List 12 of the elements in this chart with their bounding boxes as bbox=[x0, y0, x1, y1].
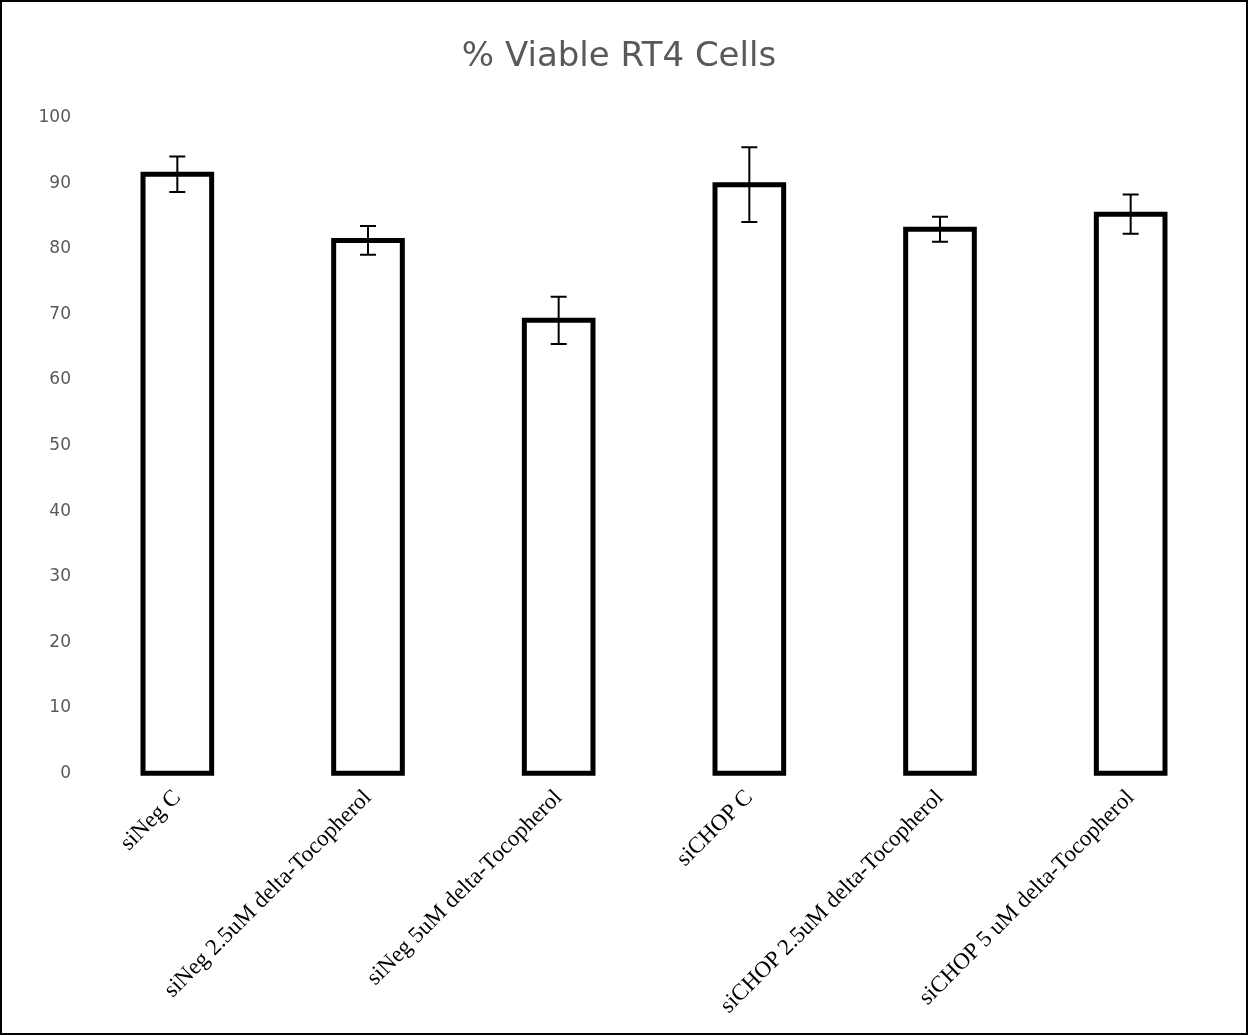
y-tick-label: 0 bbox=[60, 761, 71, 782]
chart-title: % Viable RT4 Cells bbox=[461, 34, 777, 75]
y-tick-label: 100 bbox=[38, 106, 71, 127]
y-tick-label: 80 bbox=[49, 237, 71, 258]
y-tick-label: 90 bbox=[49, 171, 71, 192]
y-tick-label: 70 bbox=[49, 302, 71, 323]
y-tick-label: 50 bbox=[49, 434, 71, 454]
y-tick-label: 20 bbox=[49, 630, 71, 651]
y-tick-label: 30 bbox=[49, 565, 71, 586]
y-tick-label: 60 bbox=[49, 368, 71, 389]
y-tick-label: 40 bbox=[49, 499, 71, 520]
y-tick-label: 10 bbox=[49, 696, 71, 717]
